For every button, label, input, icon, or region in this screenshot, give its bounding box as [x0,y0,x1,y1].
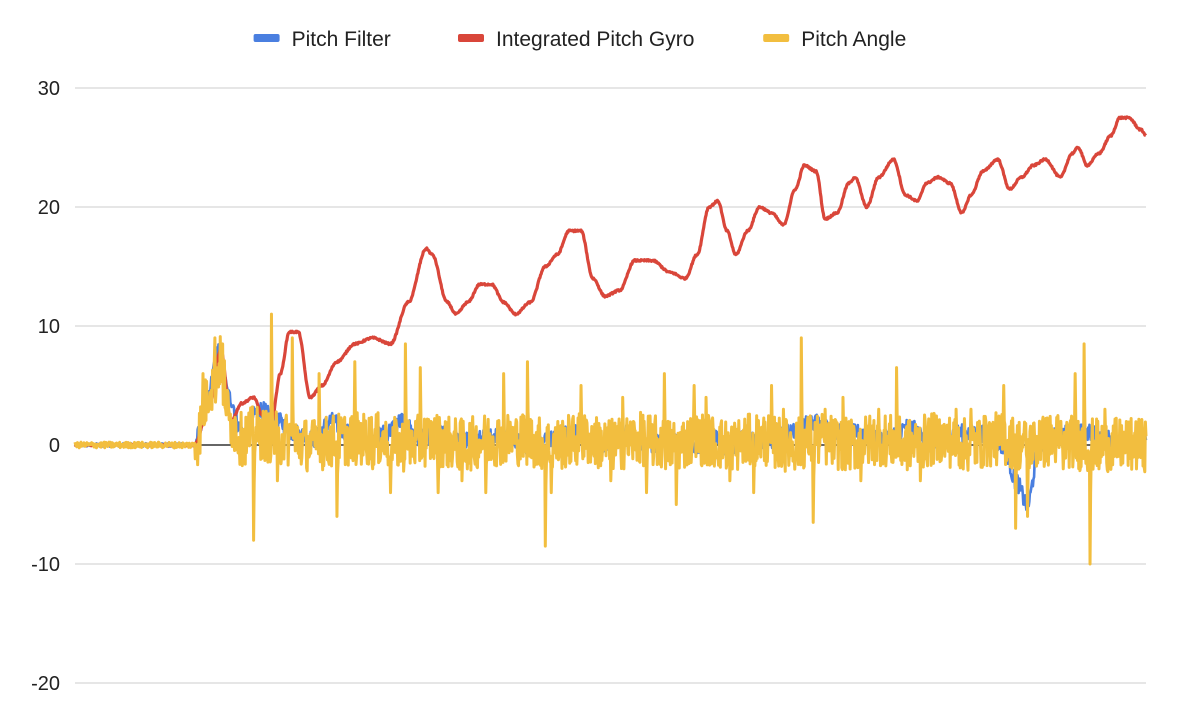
legend: Pitch Filter Integrated Pitch Gyro Pitch A… [253,28,906,51]
legend-label: Pitch Angle [801,28,906,51]
series-lines [73,115,1148,566]
series-line-integrated-pitch-gyro [73,115,1148,448]
y-tick-label: 0 [49,435,60,457]
legend-swatch [763,34,790,42]
y-tick-label: 10 [38,316,60,338]
legend-label: Pitch Filter [292,28,391,51]
legend-swatch [253,34,280,42]
legend-label: Integrated Pitch Gyro [496,28,694,51]
y-axis-tick-labels: 30 20 10 0 -10 -20 [31,78,60,695]
y-tick-label: -20 [31,673,60,695]
legend-swatch [458,34,484,42]
y-tick-label: -10 [31,554,60,576]
gridlines [75,87,1146,684]
series-line-pitch-angle [73,312,1148,566]
y-tick-label: 20 [38,197,60,219]
y-tick-label: 30 [38,78,60,100]
